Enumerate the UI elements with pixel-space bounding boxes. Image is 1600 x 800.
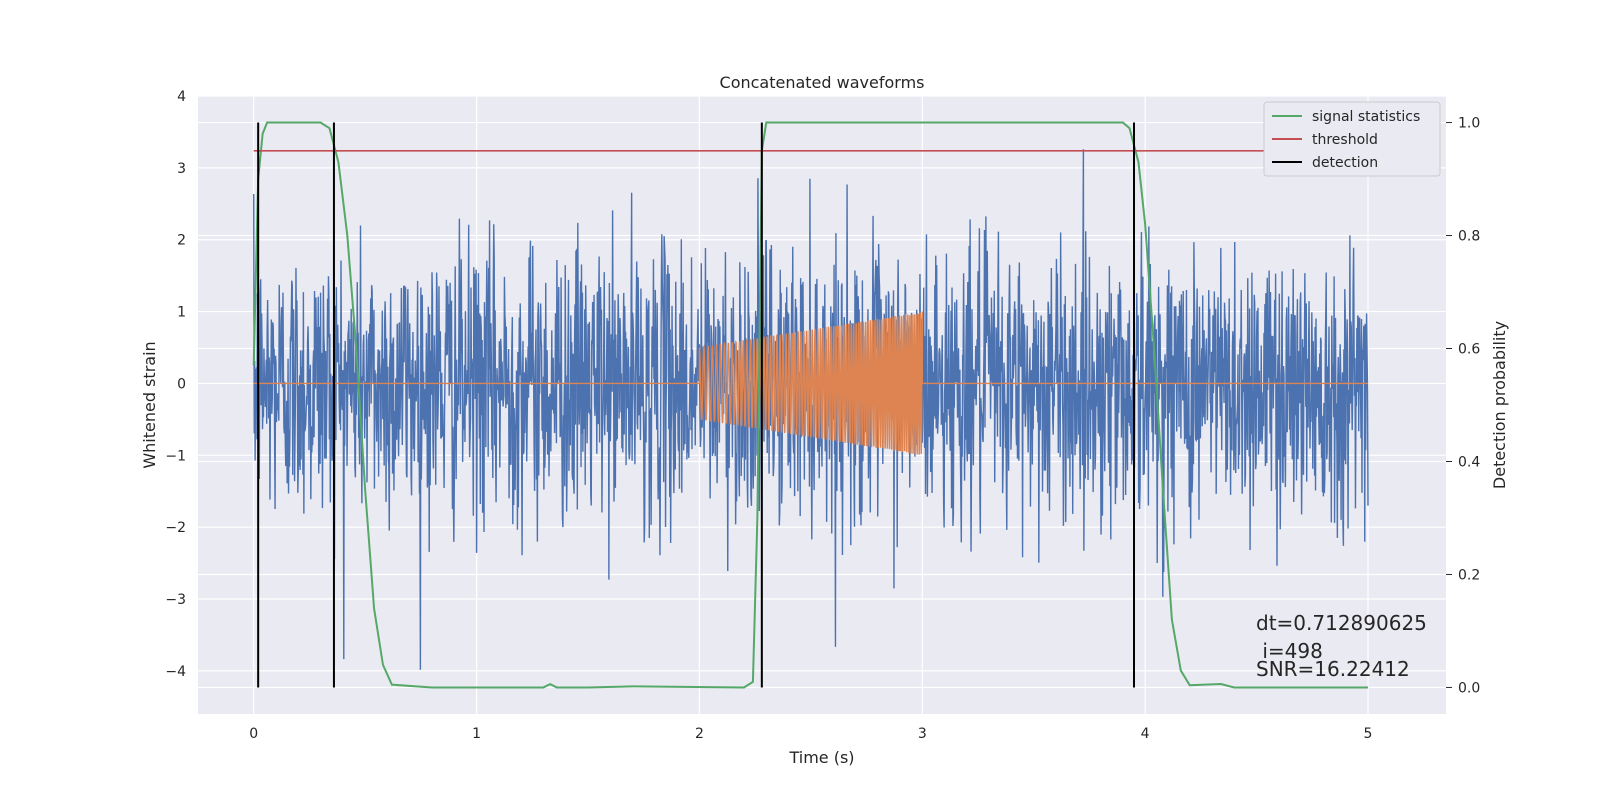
series-lines: [252, 121, 1369, 689]
y2-tick-label: 0.6: [1458, 342, 1480, 358]
x-tick-label: 0: [249, 726, 258, 742]
x-tick-label: 5: [1364, 726, 1373, 742]
y2-axis-label: Detection probability: [1490, 321, 1509, 489]
y-tick-label: 1: [177, 305, 186, 321]
legend-label-signal-statistics: signal statistics: [1312, 109, 1420, 125]
y2-tick-label: 0.2: [1458, 567, 1480, 583]
y2-tick-label: 1.0: [1458, 116, 1480, 132]
legend: signal statistics threshold detection: [1263, 101, 1441, 177]
y2-tick-label: 0.0: [1458, 680, 1480, 696]
y-tick-label: 0: [177, 376, 186, 392]
y-axis-label: Whitened strain: [140, 341, 159, 468]
series-injected-waveform: [253, 311, 1368, 455]
annotation-i: i=498: [1256, 639, 1323, 663]
y-tick-label: 4: [177, 89, 186, 105]
x-tick-label: 2: [695, 726, 704, 742]
x-tick-label: 3: [918, 726, 927, 742]
y-tick-label: −2: [165, 520, 186, 536]
y-tick-label: −4: [165, 664, 186, 680]
annotation-snr: SNR=16.22412: [1256, 657, 1410, 681]
legend-label-threshold: threshold: [1312, 132, 1378, 148]
y-tick-label: 3: [177, 161, 186, 177]
annotation-dt: dt=0.712890625: [1256, 611, 1427, 635]
y-tick-label: −3: [165, 592, 186, 608]
y-tick-label: −1: [165, 448, 186, 464]
y2-tick-label: 0.4: [1458, 454, 1480, 470]
x-tick-label: 4: [1141, 726, 1150, 742]
x-tick-label: 1: [472, 726, 481, 742]
chart-title: Concatenated waveforms: [720, 73, 925, 92]
y2-tick-label: 0.8: [1458, 229, 1480, 245]
x-axis-label: Time (s): [788, 748, 854, 767]
y-tick-label: 2: [177, 233, 186, 249]
series-signal-statistics: [252, 121, 1368, 689]
legend-label-detection: detection: [1312, 155, 1378, 171]
legend-box: [1263, 101, 1441, 177]
tick-labels: 0 1 2 3 4 5 4 3 2 1 0 −1 −2 −3 −4 1.0 0.8 0.6 0.4 0.2 0.0: [165, 89, 1480, 742]
